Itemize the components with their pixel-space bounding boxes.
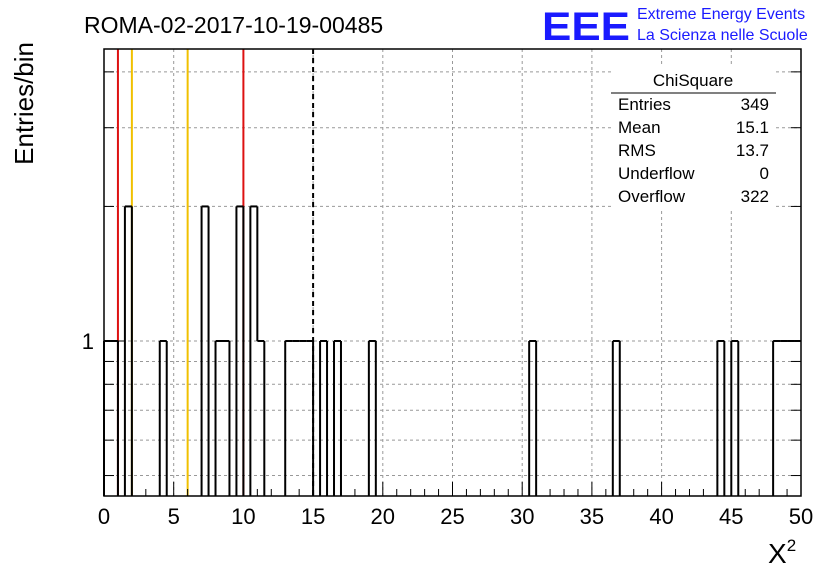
eee-logo: EEE Extreme Energy Events La Scienza nel… bbox=[542, 5, 808, 49]
x-tick-label: 40 bbox=[649, 504, 673, 529]
stats-label: Entries bbox=[618, 95, 671, 114]
x-tick-label: 15 bbox=[301, 504, 325, 529]
stats-value: 0 bbox=[760, 164, 769, 183]
x-tick-label: 5 bbox=[168, 504, 180, 529]
plot-frame bbox=[103, 48, 802, 497]
x-axis-label: X2 bbox=[768, 536, 796, 569]
x-tick-label: 0 bbox=[98, 504, 110, 529]
y-tick-label: 1 bbox=[82, 329, 94, 354]
x-tick-label: 50 bbox=[789, 504, 813, 529]
stats-label: RMS bbox=[618, 141, 656, 160]
x-axis-label-sup: 2 bbox=[787, 536, 796, 555]
histogram-bars bbox=[103, 205, 801, 496]
x-tick-label: 10 bbox=[231, 504, 255, 529]
stats-label: Underflow bbox=[618, 164, 695, 183]
logo-line1: Extreme Energy Events bbox=[637, 6, 805, 23]
logo-letters: EEE bbox=[542, 5, 630, 49]
stats-label: Mean bbox=[618, 118, 661, 137]
stats-value: 322 bbox=[741, 187, 769, 206]
stats-box: ChiSquare Entries 349 Mean 15.1 RMS 13.7 Under… bbox=[611, 66, 776, 208]
stats-rows: Entries 349 Mean 15.1 RMS 13.7 Underflow 0 Overf… bbox=[618, 95, 769, 206]
stats-value: 13.7 bbox=[736, 141, 769, 160]
x-tick-label: 30 bbox=[510, 504, 534, 529]
x-tick-label: 35 bbox=[580, 504, 604, 529]
stats-box-bg bbox=[611, 66, 776, 208]
y-axis-label: Entries/bin bbox=[9, 42, 39, 165]
stats-label: Overflow bbox=[618, 187, 686, 206]
chart-title: ROMA-02-2017-10-19-00485 bbox=[84, 12, 383, 38]
axis-ticks: 0 5 10 15 20 25 30 35 40 45 50 1 bbox=[82, 71, 813, 529]
x-tick-label: 45 bbox=[719, 504, 743, 529]
x-axis-label-base: X bbox=[768, 538, 787, 569]
x-tick-label: 25 bbox=[440, 504, 464, 529]
stats-value: 349 bbox=[741, 95, 769, 114]
x-tick-label: 20 bbox=[371, 504, 395, 529]
stats-value: 15.1 bbox=[736, 118, 769, 137]
logo-line2: La Scienza nelle Scuole bbox=[637, 27, 808, 44]
stats-title: ChiSquare bbox=[653, 71, 733, 90]
